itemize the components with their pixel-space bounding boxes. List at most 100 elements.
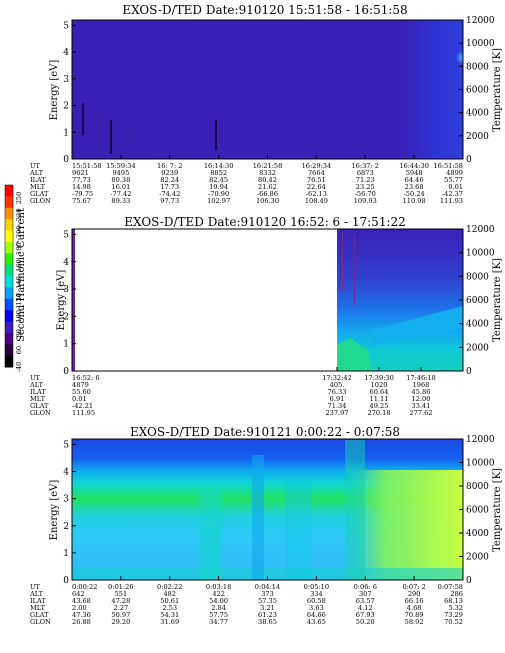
- ephemeris-value: 2.00: [72, 604, 87, 612]
- y-tick-label: 1: [63, 340, 69, 350]
- panel-3-right-region: [350, 470, 463, 580]
- ephemeris-value: 9239: [161, 169, 178, 177]
- panel-2-ylabel: Energy [eV]: [56, 270, 67, 331]
- ephemeris-value: 4.68: [407, 604, 422, 612]
- ephemeris-value: 17:32:42: [322, 374, 352, 382]
- ephemeris-row-label: GLAT: [30, 611, 49, 619]
- y2-tick-label: 8000: [466, 272, 489, 282]
- ephemeris-value: 0:07:58: [438, 583, 463, 591]
- ephemeris-value: 33.41: [412, 402, 431, 410]
- ephemeris-value: 11.11: [370, 395, 389, 403]
- y-tick-label: 0: [63, 155, 69, 165]
- ephemeris-value: 77.73: [72, 176, 91, 184]
- ephemeris-value: 80.38: [111, 176, 130, 184]
- ephemeris-value: 0:01:26: [108, 583, 133, 591]
- ephemeris-value: 64.46: [405, 176, 424, 184]
- ephemeris-value: 290: [408, 590, 421, 598]
- colorbar-segment: [5, 219, 13, 231]
- y-tick-label: 2: [63, 102, 69, 112]
- ephemeris-value: 34.77: [209, 618, 228, 626]
- ephemeris-value: 31.69: [160, 618, 179, 626]
- ephemeris-value: 50.61: [160, 597, 179, 605]
- ephemeris-row-label: ALT: [29, 590, 44, 598]
- ephemeris-value: 29.20: [111, 618, 130, 626]
- ephemeris-value: 89.33: [111, 197, 130, 205]
- ephemeris-value: 43.65: [307, 618, 326, 626]
- ephemeris-value: 45.86: [412, 388, 431, 396]
- y-tick-label: 3: [63, 495, 69, 505]
- colorbar-tick-label: -40: [15, 362, 23, 373]
- ephemeris-row-label: ILAT: [30, 388, 46, 396]
- y-tick-label: 4: [63, 468, 69, 478]
- ephemeris-value: 0.01: [72, 395, 87, 403]
- y2-tick-label: 8000: [466, 62, 489, 72]
- y2-tick-label: 0: [466, 576, 472, 586]
- panel-1-spike-2: [110, 120, 112, 154]
- y-tick-label: 2: [63, 522, 69, 532]
- panel-1-spike-1: [82, 103, 84, 135]
- ephemeris-value: 6.91: [330, 395, 345, 403]
- colorbar-tick-label: 220: [15, 209, 23, 222]
- y-tick-label: 0: [63, 367, 69, 377]
- ephemeris-value: 0:02:22: [157, 583, 182, 591]
- colorbar-segment: [5, 344, 13, 357]
- ephemeris-value: 60.58: [307, 597, 326, 605]
- y2-tick-label: 12000: [466, 16, 495, 26]
- ephemeris-value: 108.49: [305, 197, 328, 205]
- ephemeris-value: 0:04:14: [255, 583, 280, 591]
- y2-tick-label: 2000: [466, 343, 489, 353]
- ephemeris-row-label: GLON: [30, 618, 51, 626]
- ephemeris-value: -42.21: [72, 402, 93, 410]
- ephemeris-value: 71.34: [328, 402, 347, 410]
- ephemeris-value: 66.16: [405, 597, 424, 605]
- colorbar-segment: [5, 310, 13, 322]
- colorbar-tick-label: 200: [15, 226, 23, 239]
- ephemeris-value: 9495: [112, 169, 129, 177]
- ephemeris-value: 80.42: [258, 176, 277, 184]
- ephemeris-value: -62.13: [306, 190, 327, 198]
- ephemeris-value: 50.97: [111, 611, 130, 619]
- ephemeris-value: 49.25: [370, 402, 389, 410]
- ephemeris-value: 82.45: [209, 176, 228, 184]
- ephemeris-value: 57.35: [258, 597, 277, 605]
- ephemeris-value: 16:37: 2: [351, 162, 379, 170]
- ephemeris-value: 60.64: [370, 388, 389, 396]
- y2-tick-label: 2000: [466, 553, 489, 563]
- ephemeris-value: 15:59:34: [106, 162, 136, 170]
- y2-tick-label: 12000: [466, 435, 495, 445]
- ephemeris-value: 2.84: [211, 604, 226, 612]
- ephemeris-value: 64.66: [307, 611, 326, 619]
- y2-tick-label: 10000: [466, 249, 495, 259]
- ephemeris-value: 71.23: [356, 176, 375, 184]
- colorbar-segment: [5, 276, 13, 288]
- ephemeris-value: 7664: [308, 169, 325, 177]
- y2-tick-label: 10000: [466, 459, 495, 469]
- panel-2: EXOS-D/TED Date:910120 16:52: 6 - 17:51:…: [29, 215, 503, 417]
- ephemeris-value: 23.25: [356, 183, 375, 191]
- ephemeris-value: -66.86: [257, 190, 278, 198]
- ephemeris-value: 21.62: [258, 183, 277, 191]
- ephemeris-row-label: MLT: [30, 604, 46, 612]
- ephemeris-value: -74.42: [159, 190, 180, 198]
- colorbar-tick-label: 250: [15, 192, 23, 205]
- y-tick-label: 5: [63, 21, 69, 31]
- panel-2-streak-2: [354, 235, 355, 305]
- ephemeris-value: 277.62: [409, 409, 432, 417]
- ephemeris-value: -56.70: [355, 190, 376, 198]
- y-tick-label: 5: [63, 440, 69, 450]
- y-tick-label: 1: [63, 128, 69, 138]
- ephemeris-value: 0:00:22: [72, 583, 97, 591]
- ephemeris-value: 6873: [357, 169, 374, 177]
- ephemeris-value: 55.60: [72, 388, 91, 396]
- ephemeris-row-label: MLT: [30, 183, 46, 191]
- ephemeris-value: 16:52: 6: [72, 374, 100, 382]
- ephemeris-value: 16:44:30: [399, 162, 429, 170]
- panel-3-y2label: Temperature [K]: [492, 468, 503, 552]
- ephemeris-value: 3.21: [260, 604, 275, 612]
- y2-tick-label: 2000: [466, 132, 489, 142]
- ephemeris-value: 54.00: [209, 597, 228, 605]
- ephemeris-value: 68.13: [444, 597, 463, 605]
- panel-2-start-stripe: [72, 229, 75, 371]
- ephemeris-value: 4.12: [358, 604, 373, 612]
- ephemeris-value: 642: [72, 590, 85, 598]
